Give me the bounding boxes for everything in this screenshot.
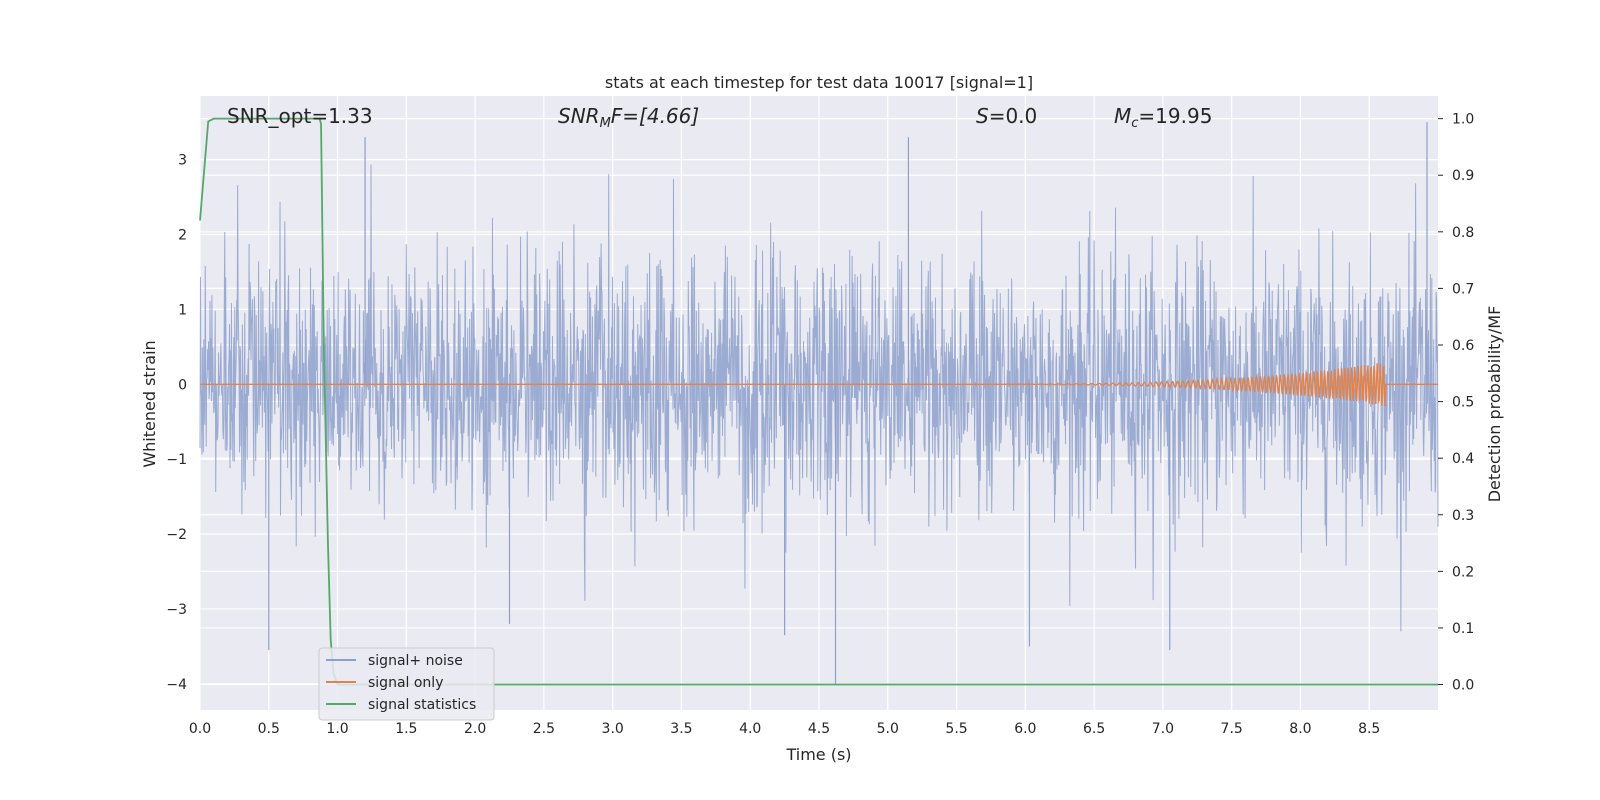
- x-tick-label: 3.0: [602, 721, 624, 737]
- legend-label-stats: signal statistics: [368, 697, 476, 713]
- x-tick-label: 5.0: [877, 721, 899, 737]
- x-tick-label: 0.0: [189, 721, 211, 737]
- y2-tick-label: 0.3: [1452, 508, 1474, 524]
- x-tick-label: 7.0: [1152, 721, 1174, 737]
- y-axis-label: Whitened strain: [140, 340, 159, 467]
- y-tick-label: −2: [166, 527, 187, 543]
- y2-tick-label: 0.2: [1452, 564, 1474, 580]
- y2-tick-label: 0.8: [1452, 225, 1474, 241]
- y2-tick-label: 0.1: [1452, 621, 1474, 637]
- x-tick-label: 5.5: [945, 721, 967, 737]
- snr-mf-rest: F=[4.66]: [611, 104, 699, 128]
- y2-tick-label: 0.9: [1452, 168, 1474, 184]
- x-tick-label: 8.0: [1289, 721, 1311, 737]
- legend-box: [318, 647, 495, 721]
- y-axis-ticks: 3 2 1 0 −1 −2 −3 −4: [166, 153, 187, 693]
- x-tick-label: 3.5: [670, 721, 692, 737]
- y2-tick-label: 0.6: [1452, 338, 1474, 354]
- s-annotation: S=0.0: [976, 104, 1037, 128]
- x-tick-label: 0.5: [258, 721, 280, 737]
- s-value: =0.0: [989, 104, 1038, 128]
- x-tick-label: 4.5: [808, 721, 830, 737]
- noise-trace: [199, 164, 1439, 632]
- y-tick-label: −3: [166, 602, 187, 618]
- snr-opt-annotation: SNR_opt=1.33: [227, 104, 373, 128]
- x-axis-ticks: 0.0 0.5 1.0 1.5 2.0 2.5 3.0 3.5 4.0 4.5 5.0 5.5 6.0 6…: [189, 721, 1380, 737]
- y-tick-label: −1: [166, 452, 187, 468]
- x-tick-label: 1.5: [395, 721, 417, 737]
- x-tick-label: 4.0: [739, 721, 761, 737]
- y2-tick-label: 1.0: [1452, 112, 1474, 128]
- chart-title: stats at each timestep for test data 100…: [605, 73, 1033, 92]
- series-signal-plus-noise: [199, 122, 1439, 684]
- series-signal-only: [200, 363, 1438, 407]
- snr-mf-base: SNR: [558, 104, 600, 128]
- y2-axis-ticks: 1.0 0.9 0.8 0.7 0.6 0.5 0.4 0.3 0.2 0.1 0.0: [1438, 112, 1474, 694]
- legend: signal+ noise signal only signal statist…: [318, 647, 495, 721]
- x-tick-label: 2.0: [464, 721, 486, 737]
- y2-tick-label: 0.7: [1452, 281, 1474, 297]
- legend-label-signal: signal only: [368, 675, 443, 691]
- y-tick-label: 3: [178, 153, 187, 169]
- mc-base: M: [1114, 104, 1131, 128]
- y2-axis-label: Detection probability/MF: [1485, 306, 1504, 503]
- x-tick-label: 2.5: [533, 721, 555, 737]
- legend-label-noise: signal+ noise: [368, 653, 463, 669]
- y-tick-label: 0: [178, 377, 187, 393]
- x-tick-label: 8.5: [1358, 721, 1380, 737]
- y2-tick-label: 0.0: [1452, 678, 1474, 694]
- mc-sub: c: [1131, 116, 1138, 131]
- y2-tick-label: 0.4: [1452, 451, 1474, 467]
- x-tick-label: 6.5: [1083, 721, 1105, 737]
- mc-annotation: Mc=19.95: [1114, 104, 1212, 131]
- x-tick-label: 7.5: [1221, 721, 1243, 737]
- mc-value: =19.95: [1138, 104, 1212, 128]
- y2-tick-label: 0.5: [1452, 395, 1474, 411]
- y-tick-label: 1: [178, 302, 187, 318]
- x-tick-label: 1.0: [326, 721, 348, 737]
- snr-mf-annotation: SNRMF=[4.66]: [558, 104, 699, 131]
- s-symbol: S: [976, 104, 989, 128]
- y-tick-label: −4: [166, 677, 187, 693]
- y-tick-label: 2: [178, 228, 187, 244]
- signal-trace: [200, 363, 1438, 407]
- snr-mf-sub: M: [600, 116, 611, 131]
- x-axis-label: Time (s): [785, 745, 851, 764]
- x-tick-label: 6.0: [1014, 721, 1036, 737]
